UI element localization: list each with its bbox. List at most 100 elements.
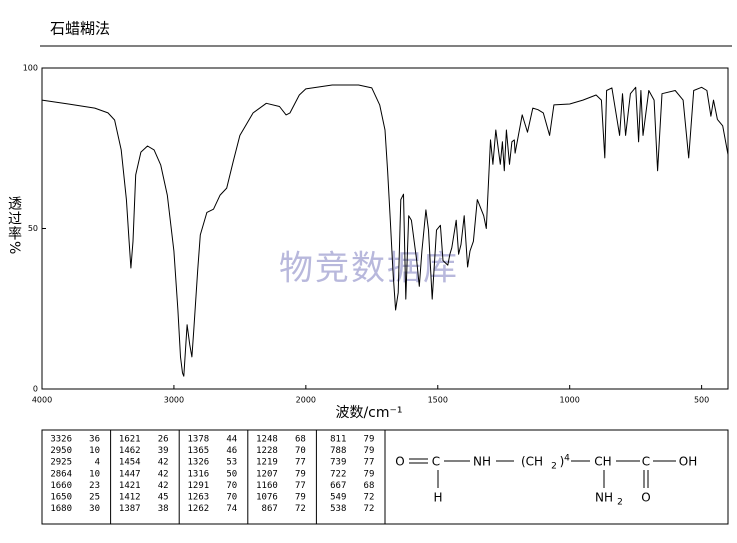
peak-transmittance: 79 [295,469,306,479]
peak-transmittance: 79 [295,493,306,503]
peak-transmittance: 10 [89,469,100,479]
structure-label: ) [560,455,565,469]
peak-transmittance: 45 [158,493,169,503]
peak-transmittance: 30 [89,504,100,514]
peak-transmittance: 70 [226,481,237,491]
watermark: 物竞数据库 [279,249,459,289]
structure-label: O [641,491,650,505]
peak-wavenumber: 1387 [119,504,141,514]
peak-wavenumber: 1076 [256,493,278,503]
structure-bonds [409,458,676,488]
structure-label: (CH [521,455,543,469]
y-tick-label: 50 [28,224,38,233]
peak-wavenumber: 1262 [188,504,210,514]
x-tick-label: 3000 [164,396,184,405]
peak-transmittance: 72 [364,504,375,514]
peak-transmittance: 72 [364,493,375,503]
peak-transmittance: 44 [226,435,237,445]
peak-transmittance: 39 [158,446,169,456]
structure-label: NH [595,491,613,505]
peak-wavenumber: 2925 [50,458,72,468]
peak-transmittance: 42 [158,458,169,468]
y-tick-label: 100 [23,64,38,73]
peak-wavenumber: 1248 [256,435,278,445]
structure-label: O [395,455,404,469]
peak-wavenumber: 1660 [50,481,72,491]
peak-wavenumber: 811 [330,435,346,445]
peak-transmittance: 53 [226,458,237,468]
peak-transmittance: 72 [295,504,306,514]
peak-wavenumber: 1228 [256,446,278,456]
peak-wavenumber: 1326 [188,458,210,468]
structure-label: CH [594,455,611,469]
x-tick-label: 500 [694,396,709,405]
peak-wavenumber: 2950 [50,446,72,456]
x-axis-label: 波数/cm⁻¹ [335,405,402,421]
plot-frame [41,67,729,390]
peak-transmittance: 38 [158,504,169,514]
peak-transmittance: 25 [89,493,100,503]
peak-transmittance: 70 [295,446,306,456]
peak-wavenumber: 2864 [50,469,72,479]
chart-title: 石蜡糊法 [50,20,110,38]
peak-transmittance: 79 [364,446,375,456]
structure-label: NH [473,455,491,469]
x-tick-label: 2000 [296,396,316,405]
structure-label: 4 [564,454,570,464]
y-axis-label: 透过率% [6,196,22,256]
peak-wavenumber: 788 [330,446,346,456]
peak-wavenumber: 1462 [119,446,141,456]
peak-wavenumber: 1160 [256,481,278,491]
peak-wavenumber: 1650 [50,493,72,503]
peak-transmittance: 68 [364,481,375,491]
peak-wavenumber: 1291 [188,481,210,491]
peak-wavenumber: 1421 [119,481,141,491]
peak-wavenumber: 1680 [50,504,72,514]
peak-wavenumber: 1263 [188,493,210,503]
spectrum-line [41,84,729,377]
structure-label: OH [679,455,697,469]
peak-wavenumber: 1447 [119,469,141,479]
peak-wavenumber: 549 [330,493,346,503]
peak-wavenumber: 1454 [119,458,141,468]
x-tick-label: 1000 [560,396,580,405]
peak-wavenumber: 1219 [256,458,278,468]
structure-label: 2 [551,462,557,472]
peak-wavenumber: 1378 [188,435,210,445]
peak-transmittance: 36 [89,435,100,445]
peak-transmittance: 77 [295,458,306,468]
peak-transmittance: 4 [95,458,100,468]
peak-wavenumber: 3326 [50,435,72,445]
peak-transmittance: 46 [226,446,237,456]
peak-transmittance: 42 [158,481,169,491]
peak-transmittance: 42 [158,469,169,479]
y-tick-label: 0 [33,385,38,394]
peak-transmittance: 74 [226,504,237,514]
peak-wavenumber: 1365 [188,446,210,456]
peak-transmittance: 10 [89,446,100,456]
peak-wavenumber: 538 [330,504,346,514]
structure-label: H [433,491,442,505]
peak-wavenumber: 739 [330,458,346,468]
peak-transmittance: 70 [226,493,237,503]
peak-wavenumber: 667 [330,481,346,491]
structure-label: 2 [617,498,623,508]
peak-wavenumber: 1207 [256,469,278,479]
peak-wavenumber: 1621 [119,435,141,445]
structure-label: C [642,455,650,469]
peak-transmittance: 23 [89,481,100,491]
peak-transmittance: 26 [158,435,169,445]
peak-wavenumber: 867 [262,504,278,514]
peak-transmittance: 50 [226,469,237,479]
peak-transmittance: 68 [295,435,306,445]
peak-transmittance: 79 [364,435,375,445]
x-tick-label: 4000 [32,396,52,405]
peak-wavenumber: 1316 [188,469,210,479]
peak-transmittance: 77 [364,458,375,468]
peak-wavenumber: 1412 [119,493,141,503]
peak-transmittance: 79 [364,469,375,479]
x-tick-label: 1500 [428,396,448,405]
structure-label: C [432,455,440,469]
